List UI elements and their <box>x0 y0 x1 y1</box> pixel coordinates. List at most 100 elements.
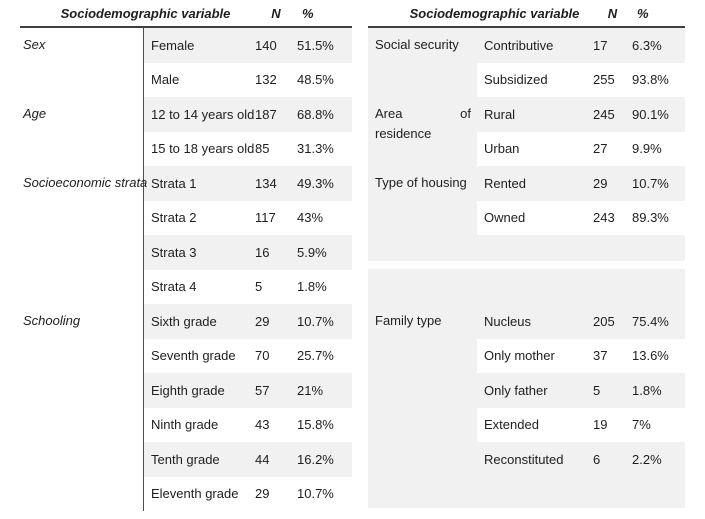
percent-value: 5.9% <box>297 244 327 260</box>
n-value: 6 <box>593 451 601 467</box>
n-value: 140 <box>255 37 277 53</box>
table-row: Ninth grade 43 15.8% <box>20 407 352 442</box>
value-cells: Strata 2 117 43% <box>144 200 352 235</box>
value-cells: Only father 5 1.8% <box>477 373 685 408</box>
category-cell <box>20 131 144 166</box>
value-cells: Owned 243 89.3% <box>477 200 685 235</box>
column-header-variable: Sociodemographic variable <box>409 5 580 21</box>
category-cell <box>20 200 144 235</box>
n-value: 27 <box>593 141 608 157</box>
percent-value: 51.5% <box>297 37 334 53</box>
table-row: Area of residence Rural 245 90.1% <box>368 97 685 141</box>
table-row: Schooling Sixth grade 29 10.7% <box>20 304 352 339</box>
table-row: Sex Female 140 51.5% <box>20 28 352 63</box>
table-row: Socioeconomic strata Strata 1 134 49.3% <box>20 166 352 201</box>
column-header-n: N <box>271 5 281 21</box>
table-row: Subsidized 255 93.8% <box>368 62 685 97</box>
value-cells: Ninth grade 43 15.8% <box>144 407 352 442</box>
n-value: 187 <box>255 106 277 122</box>
percent-value: 25.7% <box>297 348 334 364</box>
n-value: 245 <box>593 106 615 122</box>
value-label: Strata 2 <box>151 210 197 226</box>
category-cell <box>20 269 144 304</box>
table-row: Owned 243 89.3% <box>368 200 685 235</box>
category-cell: Sex <box>20 28 144 63</box>
category-cell <box>20 407 144 442</box>
value-cells: 12 to 14 years old 187 68.8% <box>144 97 352 132</box>
value-label: Seventh grade <box>151 348 236 364</box>
percent-value: 21% <box>297 382 324 398</box>
percent-value: 93.8% <box>632 72 669 88</box>
category-cell <box>20 476 144 511</box>
percent-value: 13.6% <box>632 348 669 364</box>
value-label: 12 to 14 years old <box>151 106 255 122</box>
category-label: Social security <box>375 37 459 53</box>
n-value: 19 <box>593 417 608 433</box>
value-cells: Urban 27 9.9% <box>477 131 685 166</box>
category-label: Type of housing <box>375 175 467 191</box>
category-cell <box>368 373 477 408</box>
percent-value: 89.3% <box>632 210 669 226</box>
percent-value: 48.5% <box>297 72 334 88</box>
column-header-n: N <box>607 5 618 21</box>
percent-value: 75.4% <box>632 313 669 329</box>
value-label: Tenth grade <box>151 451 220 467</box>
percent-value: 68.8% <box>297 106 334 122</box>
value-label: 15 to 18 years old <box>151 141 255 157</box>
column-header-variable: Sociodemographic variable <box>60 5 231 21</box>
value-cells: Eighth grade 57 21% <box>144 373 352 408</box>
value-cells: Only mother 37 13.6% <box>477 338 685 373</box>
n-value: 44 <box>255 451 270 467</box>
value-cells: Subsidized 255 93.8% <box>477 62 685 97</box>
table-row: Strata 4 5 1.8% <box>20 269 352 304</box>
n-value: 43 <box>255 417 270 433</box>
value-label: Rented <box>484 175 526 191</box>
percent-value: 31.3% <box>297 141 334 157</box>
table-row: Family type Nucleus 205 75.4% <box>368 304 685 339</box>
category-cell: Area of residence <box>368 97 477 141</box>
right-table-header-row: Sociodemographic variable N % <box>368 0 685 28</box>
percent-value: 7% <box>632 417 651 433</box>
value-cells: Rural 245 90.1% <box>477 97 685 132</box>
table-row: Only father 5 1.8% <box>368 373 685 408</box>
category-label: Family type <box>375 313 442 329</box>
value-cells: Seventh grade 70 25.7% <box>144 338 352 373</box>
column-header-percent: % <box>637 5 649 21</box>
value-label: Only father <box>484 382 548 398</box>
left-table-header-row: Sociodemographic variable N % <box>20 0 352 28</box>
value-cells: 15 to 18 years old 85 31.3% <box>144 131 352 166</box>
category-cell <box>368 442 477 477</box>
n-value: 117 <box>255 210 276 226</box>
percent-value: 43% <box>297 210 324 226</box>
value-label: Contributive <box>484 37 554 53</box>
value-cells: Strata 3 16 5.9% <box>144 235 352 270</box>
n-value: 16 <box>255 244 270 260</box>
category-label: Socioeconomic strata <box>23 175 148 191</box>
n-value: 205 <box>593 313 615 329</box>
table-row: Social security Contributive 17 6.3% <box>368 28 685 63</box>
category-cell <box>20 373 144 408</box>
n-value: 37 <box>593 348 608 364</box>
value-label: Strata 4 <box>151 279 197 295</box>
value-cells: Male 132 48.5% <box>144 62 352 97</box>
table-row: Male 132 48.5% <box>20 62 352 97</box>
table-block-gap <box>368 261 685 269</box>
category-cell: Schooling <box>20 304 144 339</box>
n-value: 57 <box>255 382 270 398</box>
value-label: Nucleus <box>484 313 531 329</box>
empty-row-shading <box>368 268 685 304</box>
category-cell: Age <box>20 97 144 132</box>
value-cells: Strata 1 134 49.3% <box>144 166 352 201</box>
left-demographics-table: Sociodemographic variable N % Sex Female… <box>20 0 352 511</box>
n-value: 5 <box>593 382 601 398</box>
value-label: Male <box>151 72 180 88</box>
category-cell <box>368 200 477 235</box>
category-cell: Family type <box>368 304 477 339</box>
percent-value: 16.2% <box>297 451 334 467</box>
category-cell: Social security <box>368 28 477 63</box>
category-cell <box>20 62 144 97</box>
table-row: Seventh grade 70 25.7% <box>20 338 352 373</box>
value-label: Eleventh grade <box>151 486 239 502</box>
value-cells: Eleventh grade 29 10.7% <box>144 476 352 511</box>
